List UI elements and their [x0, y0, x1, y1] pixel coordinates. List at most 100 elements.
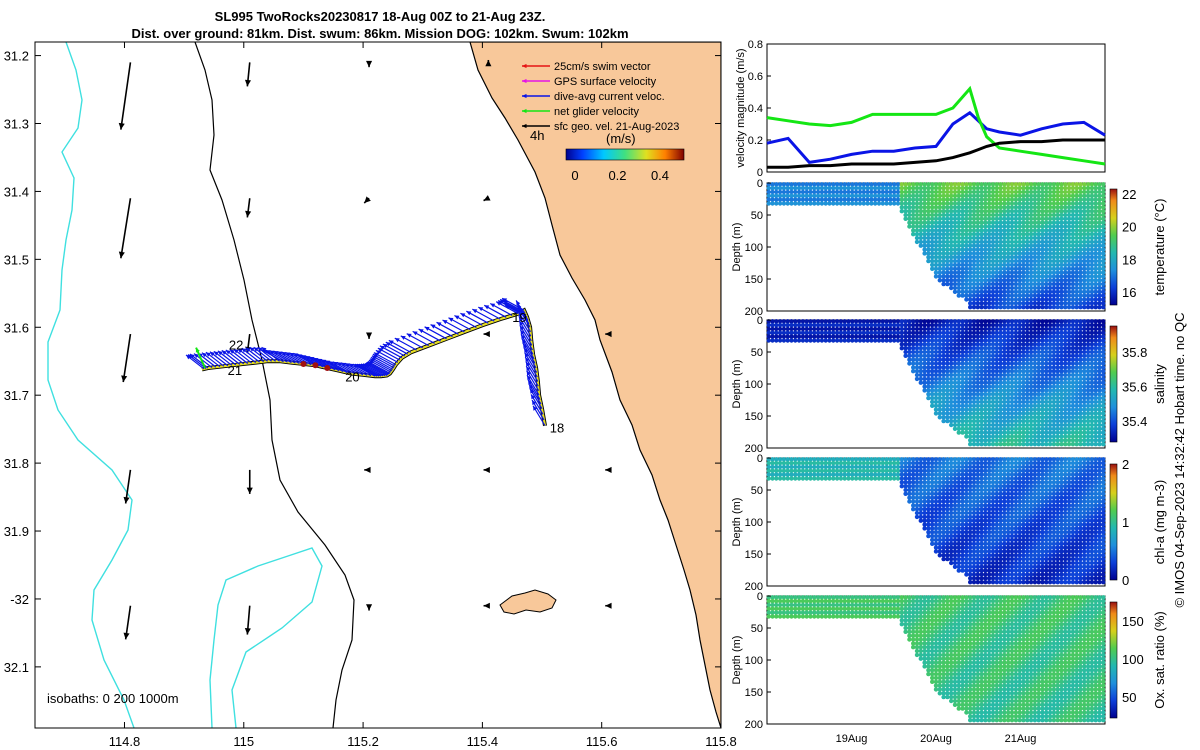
section-sample	[975, 212, 980, 218]
section-sample	[1055, 262, 1060, 268]
section-sample	[876, 338, 882, 343]
section-sample	[994, 503, 999, 508]
section-sample	[1101, 346, 1106, 351]
section-sample	[850, 193, 855, 198]
section-sample	[926, 361, 931, 366]
section-sample	[869, 193, 874, 198]
section-sample	[1051, 216, 1057, 221]
section-sample	[1066, 319, 1072, 324]
section-sample	[1013, 330, 1019, 335]
title-line-2: Dist. over ground: 81km. Dist. swum: 86k…	[131, 26, 629, 41]
section-sample	[1066, 262, 1072, 268]
section-sample	[990, 243, 996, 248]
section-sample	[884, 182, 889, 187]
section-sample	[983, 411, 988, 416]
section-sample	[1097, 395, 1102, 401]
section-sample	[1002, 564, 1007, 569]
section-sample	[1051, 281, 1057, 287]
section-sample	[1051, 346, 1057, 351]
section-sample	[815, 464, 821, 470]
section-sample	[994, 266, 999, 271]
section-sample	[926, 349, 931, 355]
section-sample	[1101, 281, 1106, 287]
section-sample	[1006, 487, 1011, 493]
section-sample	[960, 205, 965, 210]
section-sample	[838, 326, 844, 332]
section-sample	[1070, 243, 1076, 248]
section-sample	[994, 468, 999, 473]
section-sample	[960, 480, 965, 485]
section-sample	[1021, 365, 1026, 370]
section-sample	[1044, 369, 1049, 374]
section-sample	[937, 380, 942, 385]
section-sample	[952, 530, 958, 535]
section-sample	[857, 330, 863, 335]
section-sample	[1051, 262, 1057, 268]
section-sample	[990, 572, 996, 577]
section-sample	[914, 468, 920, 473]
section-sample	[956, 270, 961, 275]
section-sample	[1097, 403, 1102, 408]
section-sample	[994, 301, 999, 306]
section-sample	[1063, 205, 1068, 210]
section-sample	[983, 239, 988, 245]
section-sample	[987, 392, 992, 397]
section-sample	[1051, 415, 1057, 420]
section-sample	[1078, 392, 1083, 397]
section-sample	[1082, 197, 1087, 202]
section-sample	[918, 326, 923, 332]
section-sample	[1063, 434, 1068, 439]
section-sample	[945, 537, 950, 543]
section-sample	[1078, 422, 1083, 428]
section-sample	[968, 422, 973, 428]
section-sample	[857, 189, 863, 195]
dive-avg-vector-head	[189, 354, 195, 359]
interval-label: 4h	[530, 128, 544, 143]
section-sample	[968, 285, 973, 291]
section-sample	[1093, 205, 1098, 210]
section-sample	[1047, 212, 1053, 218]
section-sample	[853, 193, 859, 198]
section-sample	[1063, 353, 1068, 358]
section-sample	[1028, 399, 1034, 405]
section-sample	[956, 262, 961, 268]
section-sample	[1051, 293, 1057, 298]
dive-avg-vector-head	[525, 361, 531, 367]
section-sample	[979, 572, 984, 577]
section-sample	[1028, 330, 1034, 335]
section-sample	[1074, 346, 1079, 351]
section-sample	[964, 285, 969, 291]
section-sample	[1040, 270, 1045, 275]
section-sample	[987, 442, 992, 447]
section-sample	[930, 499, 935, 504]
section-sample	[971, 491, 977, 496]
section-sample	[1078, 258, 1083, 264]
section-sample	[1009, 392, 1015, 397]
section-sample	[1085, 418, 1091, 424]
section-sample	[956, 457, 961, 462]
section-sample	[990, 297, 996, 302]
section-sample	[949, 228, 954, 233]
section-sample	[949, 545, 954, 550]
section-sample	[1044, 411, 1049, 416]
section-sample	[937, 330, 942, 335]
section-sample	[998, 403, 1003, 408]
section-sample	[1078, 262, 1083, 268]
section-sample	[1059, 281, 1064, 287]
section-sample	[1055, 289, 1060, 294]
section-sample	[922, 239, 927, 245]
section-sample	[998, 365, 1003, 370]
section-sample	[987, 564, 992, 569]
section-sample	[1082, 216, 1087, 221]
section-sample	[975, 319, 980, 324]
section-sample	[789, 197, 794, 202]
section-sample	[815, 322, 821, 328]
section-sample	[956, 326, 961, 332]
section-sample	[975, 289, 980, 294]
section-sample	[914, 457, 920, 462]
section-sample	[998, 182, 1003, 187]
section-sample	[964, 338, 969, 343]
section-sample	[990, 426, 996, 431]
section-sample	[933, 376, 939, 382]
section-sample	[975, 384, 980, 389]
